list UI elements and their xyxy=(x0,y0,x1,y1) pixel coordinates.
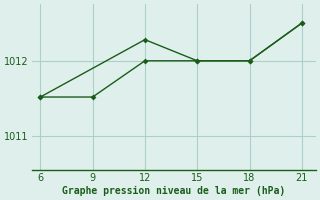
X-axis label: Graphe pression niveau de la mer (hPa): Graphe pression niveau de la mer (hPa) xyxy=(62,186,285,196)
